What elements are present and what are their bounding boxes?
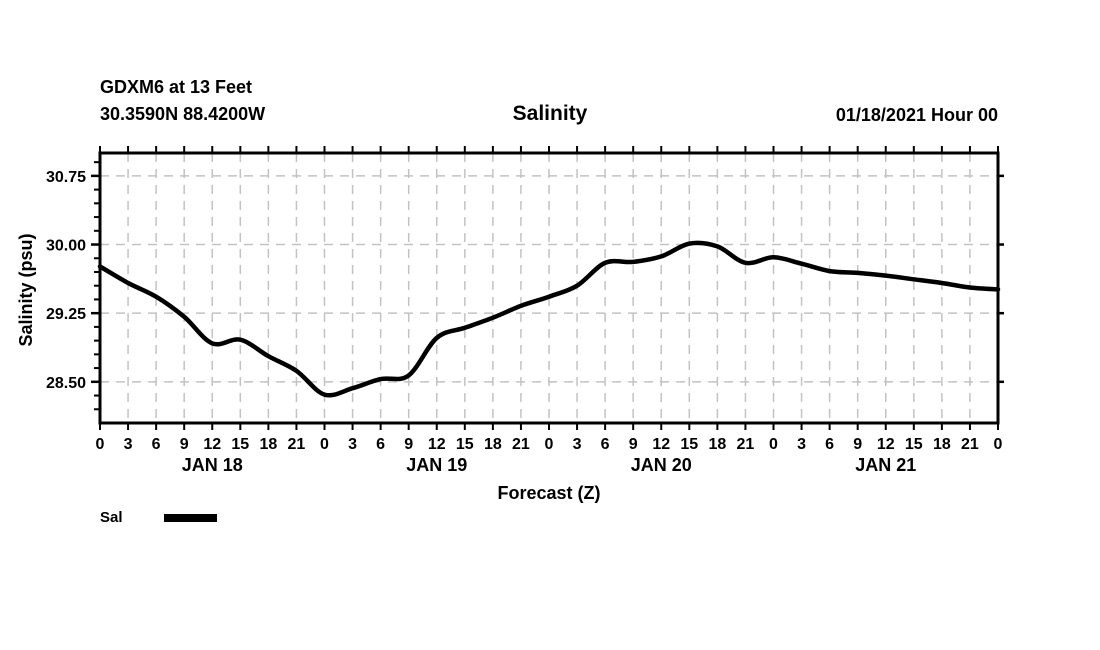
- x-tick-label: 21: [961, 436, 979, 453]
- x-tick-label: 21: [737, 436, 755, 453]
- x-tick-label: 15: [905, 436, 923, 453]
- x-tick-label: 12: [203, 436, 221, 453]
- x-tick-label: 3: [573, 436, 582, 453]
- x-tick-label: 6: [376, 436, 385, 453]
- day-label: JAN 20: [631, 455, 692, 475]
- x-tick-label: 0: [96, 436, 105, 453]
- x-tick-label: 6: [152, 436, 161, 453]
- y-tick-label: 30.75: [46, 169, 86, 186]
- x-tick-label: 12: [652, 436, 670, 453]
- x-tick-label: 6: [601, 436, 610, 453]
- x-tick-label: 9: [404, 436, 413, 453]
- y-tick-label: 28.50: [46, 375, 86, 392]
- forecast-datetime: 01/18/2021 Hour 00: [835, 105, 998, 125]
- x-tick-label: 12: [877, 436, 895, 453]
- x-tick-label: 6: [825, 436, 834, 453]
- legend-line-swatch: [164, 513, 218, 522]
- x-tick-label: 9: [629, 436, 638, 453]
- x-tick-label: 21: [512, 436, 530, 453]
- x-tick-label: 18: [708, 436, 726, 453]
- station-name: GDXM6 at 13 Feet: [100, 77, 253, 97]
- x-tick-label: 15: [456, 436, 474, 453]
- station-info: GDXM6 at 13 Feet 30.3590N 88.4200W: [100, 74, 265, 128]
- legend: Sal: [100, 509, 218, 529]
- x-tick-label: 3: [124, 436, 133, 453]
- x-tick-label: 21: [288, 436, 306, 453]
- y-axis-title: Salinity (psu): [16, 233, 36, 347]
- y-tick-label: 30.00: [46, 238, 86, 255]
- x-tick-label: 3: [348, 436, 357, 453]
- y-tick-labels: 30.75 30.00 29.25 28.50: [46, 169, 86, 392]
- x-tick-label: 18: [484, 436, 502, 453]
- y-ticks: [91, 161, 1004, 411]
- y-tick-label: 29.25: [46, 306, 86, 323]
- day-labels: JAN 18 JAN 19 JAN 20 JAN 21: [182, 455, 917, 475]
- x-tick-label: 9: [180, 436, 189, 453]
- x-tick-label: 0: [545, 436, 554, 453]
- x-tick-label: 18: [259, 436, 277, 453]
- x-tick-label: 3: [797, 436, 806, 453]
- day-label: JAN 19: [406, 455, 467, 475]
- x-tick-label: 15: [680, 436, 698, 453]
- chart-title: Salinity: [512, 102, 588, 125]
- day-label: JAN 18: [182, 455, 243, 475]
- x-tick-label: 12: [428, 436, 446, 453]
- legend-label: Sal: [100, 509, 123, 527]
- gridlines: [100, 153, 998, 423]
- x-tick-label: 9: [853, 436, 862, 453]
- salinity-line: [97, 240, 1001, 398]
- x-tick-label: 15: [231, 436, 249, 453]
- x-tick-label: 0: [769, 436, 778, 453]
- day-label: JAN 21: [855, 455, 916, 475]
- x-tick-label: 0: [994, 436, 1003, 453]
- x-tick-label: 18: [933, 436, 951, 453]
- x-axis-title: Forecast (Z): [497, 483, 601, 503]
- x-tick-labels: 0 3 6 9 12 15 18 21 0 3 6 9 12 15 18 21 0 3 6 9 12 15 18 21 0 3 6 9…: [96, 436, 1003, 453]
- x-tick-label: 0: [320, 436, 329, 453]
- station-coordinates: 30.3590N 88.4200W: [100, 104, 266, 124]
